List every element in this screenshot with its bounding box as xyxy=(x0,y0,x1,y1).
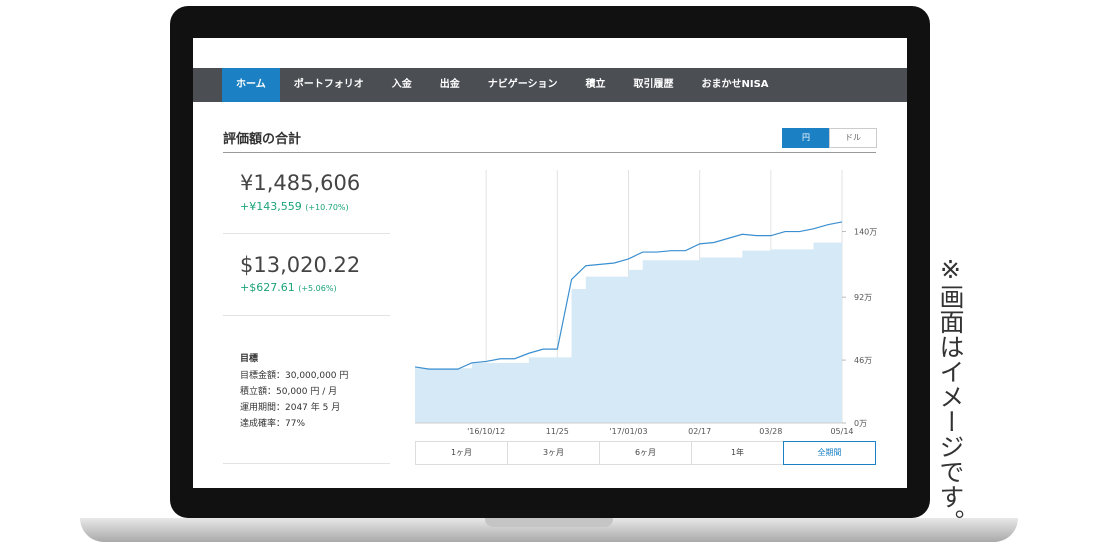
toggle-dollar[interactable]: ドル xyxy=(829,128,877,148)
period-tab[interactable]: 3ヶ月 xyxy=(507,441,600,465)
goal-line: 目標金額：30,000,000 円 xyxy=(240,371,349,381)
chart: '16/10/12 11/25 '17/01/03 02/17 03/28 05/140万… xyxy=(414,170,877,436)
y-tick-label: 140万 xyxy=(854,228,877,237)
x-tick-label: 11/25 xyxy=(546,427,569,436)
x-tick-label: 03/28 xyxy=(759,427,782,436)
amount: ¥1,485,606 xyxy=(240,171,361,195)
goal-title: 目標 xyxy=(240,354,259,364)
area xyxy=(415,242,842,423)
line xyxy=(414,221,843,370)
x-tick-label: '17/01/03 xyxy=(609,427,647,436)
divider xyxy=(223,315,390,316)
change-value: +$627.61 xyxy=(240,281,295,294)
nav-item[interactable]: 入金 xyxy=(391,79,412,90)
x-tick-label: '16/10/12 xyxy=(467,427,505,436)
x-tick-label: 05/14 xyxy=(830,427,853,436)
period-tab[interactable]: 1ヶ月 xyxy=(415,441,508,465)
nav-item[interactable]: 取引履歴 xyxy=(633,79,674,90)
change-pct: (+10.70%) xyxy=(305,203,349,212)
y-tick-label: 0万 xyxy=(854,419,867,428)
period-tab[interactable]: 全期間 xyxy=(783,441,876,465)
goal-line: 積立額：50,000 円 / 月 xyxy=(240,387,338,397)
nav-item[interactable]: ポートフォリオ xyxy=(293,79,364,90)
nav-item[interactable]: ホーム xyxy=(222,68,280,102)
y-tick-label: 92万 xyxy=(854,293,872,302)
screen: ホーム ポートフォリオ 入金 出金 ナビゲーション 積立 取引履歴 おまかせNISA 評価額の… xyxy=(193,38,907,488)
divider xyxy=(223,463,390,464)
period-tab[interactable]: 1年 xyxy=(691,441,784,465)
nav-item[interactable]: ナビゲーション xyxy=(487,79,558,90)
y-tick-label: 46万 xyxy=(854,356,872,365)
goal-line: 運用期間：2047 年 5 月 xyxy=(240,403,341,413)
x-tick-label: 02/17 xyxy=(688,427,711,436)
change-value: +¥143,559 xyxy=(240,200,302,213)
section-title: 評価額の合計 xyxy=(223,132,302,147)
change: +$627.61 (+5.06%) xyxy=(240,281,337,294)
divider xyxy=(223,152,876,153)
change: +¥143,559 (+10.70%) xyxy=(240,200,349,213)
nav-bar: ホーム ポートフォリオ 入金 出金 ナビゲーション 積立 取引履歴 おまかせNISA xyxy=(193,68,907,102)
note: ※画面はイメージです。 xyxy=(936,255,965,534)
divider xyxy=(223,233,390,234)
period-tab[interactable]: 6ヶ月 xyxy=(599,441,692,465)
change-pct: (+5.06%) xyxy=(298,284,337,293)
amount: $13,020.22 xyxy=(240,253,361,277)
nav-item[interactable]: 出金 xyxy=(439,79,460,90)
laptop-notch xyxy=(485,518,613,527)
goal-line: 達成確率：77% xyxy=(240,419,306,429)
toggle-yen[interactable]: 円 xyxy=(782,128,830,148)
nav-item[interactable]: 積立 xyxy=(585,79,606,90)
nav-item[interactable]: おまかせNISA xyxy=(701,79,769,90)
